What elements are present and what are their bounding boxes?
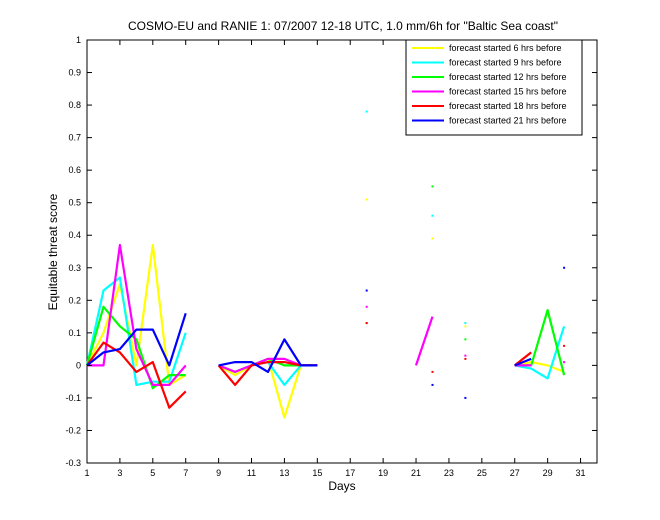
data-point	[464, 354, 467, 357]
y-tick-label: 0.8	[68, 100, 81, 110]
y-tick-label: 0.3	[68, 263, 81, 273]
data-point	[431, 237, 434, 240]
legend-entry: forecast started 6 hrs before	[449, 43, 562, 53]
x-tick-label: 7	[183, 468, 188, 478]
x-tick-label: 23	[444, 468, 454, 478]
y-tick-label: -0.3	[65, 458, 81, 468]
legend-box	[405, 39, 583, 136]
data-point	[431, 370, 434, 373]
y-tick-label: 0.1	[68, 328, 81, 338]
y-tick-label: 0.7	[68, 133, 81, 143]
series-line	[414, 316, 434, 366]
data-point	[365, 322, 368, 325]
series-layer	[85, 110, 566, 419]
y-tick-label: 0.9	[68, 68, 81, 78]
x-tick-label: 15	[312, 468, 322, 478]
data-point	[431, 214, 434, 217]
x-tick-label: 9	[216, 468, 221, 478]
series-line	[514, 357, 532, 367]
legend-entry: forecast started 21 hrs before	[449, 116, 567, 126]
y-tick-label: -0.2	[65, 425, 81, 435]
x-tick-label: 11	[247, 468, 256, 478]
x-tick-label: 5	[150, 468, 155, 478]
data-point	[431, 185, 434, 188]
data-point	[365, 198, 368, 201]
data-point	[563, 361, 566, 364]
series-line	[514, 325, 566, 380]
data-point	[563, 266, 566, 269]
series-line	[85, 276, 187, 386]
x-tick-label: 25	[477, 468, 487, 478]
x-tick-label: 29	[543, 468, 553, 478]
series-line	[86, 312, 187, 367]
legend-entry: forecast started 15 hrs before	[449, 87, 567, 97]
legend-entry: forecast started 9 hrs before	[449, 58, 562, 68]
x-tick-label: 1	[84, 468, 89, 478]
data-point	[464, 357, 467, 360]
y-tick-label: 0.2	[68, 295, 81, 305]
x-tick-label: 3	[117, 468, 122, 478]
series-line	[218, 338, 318, 373]
y-tick-label: 0.6	[68, 165, 81, 175]
data-point	[431, 383, 434, 386]
x-axis-label: Days	[328, 479, 355, 493]
y-tick-label: 0.4	[68, 230, 81, 240]
axis-ticks: 1 3 5 7 9 11 13 15 17 19 21 23 25 27 29 31-0.3-0.2-0.10…	[65, 35, 597, 478]
legend-entry: forecast started 18 hrs before	[449, 101, 567, 111]
data-point	[365, 305, 368, 308]
data-point	[464, 322, 467, 325]
legend-entry: forecast started 12 hrs before	[449, 72, 567, 82]
x-tick-label: 19	[378, 468, 388, 478]
y-tick-label: -0.1	[65, 393, 81, 403]
y-tick-label: 0	[76, 360, 81, 370]
x-tick-label: 13	[279, 468, 289, 478]
data-point	[365, 289, 368, 292]
data-point	[365, 110, 368, 113]
y-axis-label: Equitable threat score	[46, 193, 60, 310]
legend: forecast started 6 hrs before forecast st…	[405, 39, 583, 136]
series-line	[514, 361, 565, 373]
series-line	[87, 243, 187, 386]
x-tick-label: 31	[576, 468, 586, 478]
series-line	[86, 341, 187, 409]
series-6	[86, 266, 566, 399]
data-point	[563, 344, 566, 347]
x-tick-label: 27	[510, 468, 520, 478]
x-tick-label: 21	[411, 468, 421, 478]
data-point	[464, 325, 467, 328]
data-point	[464, 338, 467, 341]
y-tick-label: 1	[76, 35, 81, 45]
data-point	[464, 396, 467, 399]
x-tick-label: 17	[345, 468, 355, 478]
series-line	[85, 305, 186, 390]
chart-title: COSMO-EU and RANIE 1: 07/2007 12-18 UTC,…	[128, 19, 558, 33]
y-tick-label: 0.5	[68, 198, 81, 208]
